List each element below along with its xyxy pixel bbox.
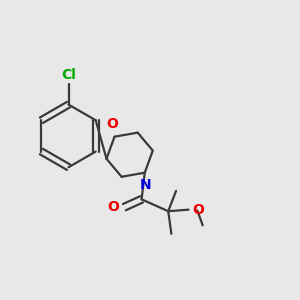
Text: O: O	[192, 203, 204, 217]
Text: O: O	[107, 200, 119, 214]
Text: O: O	[106, 117, 118, 131]
Text: N: N	[140, 178, 151, 192]
Text: Cl: Cl	[61, 68, 76, 82]
